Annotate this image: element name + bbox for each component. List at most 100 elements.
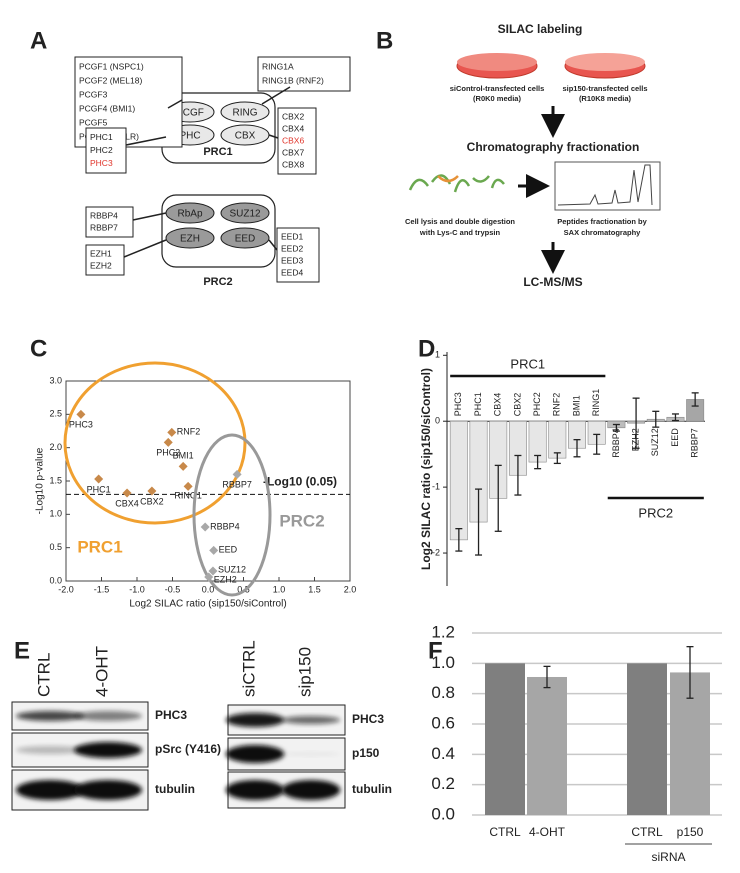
- point-label: RING1: [174, 491, 202, 501]
- paralog: CBX2: [282, 111, 304, 121]
- category-label: p150: [677, 825, 704, 839]
- paralog: EED1: [281, 231, 303, 241]
- point: [204, 572, 214, 582]
- peptides: [437, 175, 459, 183]
- y-tick-label: -1: [432, 482, 440, 492]
- x-tick-label: 0.0: [202, 584, 215, 594]
- y-tick-label: 1.2: [431, 622, 455, 641]
- paralog: RBBP7: [90, 222, 118, 232]
- paralog: PCGF1 (NSPC1): [79, 61, 144, 71]
- point-label: CBX2: [140, 496, 164, 506]
- band: [74, 742, 142, 758]
- point: [147, 486, 157, 496]
- connector: [167, 99, 183, 109]
- row-label: PHC3: [155, 708, 187, 722]
- threshold-label: -Log10 (0.05): [263, 475, 337, 489]
- subunit-label: RbAp: [177, 209, 202, 220]
- cell-label: (R10K8 media): [579, 94, 632, 103]
- y-tick-label: -2: [432, 547, 440, 557]
- dish: [457, 53, 537, 71]
- step-note: Peptides fractionation by: [557, 217, 647, 226]
- group-ring: [63, 361, 247, 525]
- cell-label: sip150-transfected cells: [562, 84, 647, 93]
- paralog: PCGF2 (MEL18): [79, 75, 142, 85]
- y-tick-label: 1.5: [49, 475, 62, 485]
- band: [225, 745, 285, 763]
- band: [225, 780, 285, 800]
- band: [16, 746, 84, 754]
- cell-label: (R0K0 media): [473, 94, 521, 103]
- connector: [268, 134, 279, 139]
- subunit-label: CBX: [235, 131, 256, 142]
- x-tick-label: -1.5: [94, 584, 110, 594]
- category-label: RNF2: [552, 393, 562, 417]
- point-label: PHC1: [87, 484, 111, 494]
- paralog: EED2: [281, 243, 303, 253]
- point: [200, 522, 210, 532]
- y-tick-label: 0.6: [431, 713, 455, 732]
- subunit: [220, 101, 270, 123]
- category-label: EED: [670, 428, 680, 447]
- paralog: PCGF4 (BMI1): [79, 103, 135, 113]
- subunit-label: PCGF: [176, 108, 204, 119]
- point-label: PHC3: [69, 420, 93, 430]
- category-label: RING1: [591, 389, 601, 417]
- y-tick-label: 3.0: [49, 375, 62, 385]
- paralog: EZH1: [90, 248, 112, 258]
- paralog: RING1A: [262, 61, 294, 71]
- cell-label: siControl-transfected cells: [450, 84, 545, 93]
- point: [94, 474, 104, 484]
- y-tick-label: 0: [435, 416, 440, 426]
- y-axis-title: -Log10 p-value: [35, 447, 46, 514]
- x-tick-label: 0.5: [237, 584, 250, 594]
- paralog: EZH2: [90, 260, 112, 270]
- complex-label: PRC1: [203, 146, 232, 158]
- point: [76, 409, 86, 419]
- band: [281, 752, 341, 756]
- point-label: SUZ12: [218, 564, 246, 574]
- paralog-box: [257, 56, 351, 92]
- y-tick-label: 2.5: [49, 409, 62, 419]
- y-tick-label: 0.5: [49, 542, 62, 552]
- subunit-label: RING: [233, 108, 258, 119]
- band: [225, 713, 285, 727]
- step-note: SAX chromatography: [564, 228, 642, 237]
- paralog: CBX8: [282, 159, 304, 169]
- peptides: [408, 174, 505, 193]
- band: [281, 780, 341, 800]
- paralog: CBX4: [282, 123, 304, 133]
- point: [178, 461, 188, 471]
- row-label: PHC3: [352, 712, 384, 726]
- point: [167, 427, 177, 437]
- group-label: PRC1: [510, 356, 545, 371]
- paralog-box: [85, 127, 127, 174]
- row-label: tubulin: [155, 782, 195, 796]
- paralog: PHC2: [90, 145, 113, 155]
- lane-label: sip150: [295, 647, 314, 697]
- x-tick-label: 2.0: [344, 584, 357, 594]
- paralog: CBX7: [282, 147, 304, 157]
- y-axis-title: Log2 SILAC ratio (sip150/siControl): [419, 368, 433, 570]
- subunit-label: SUZ12: [229, 209, 261, 220]
- category-label: BMI1: [571, 395, 581, 416]
- row-label: pSrc (Y416): [155, 742, 221, 756]
- x-axis-title: Log2 SILAC ratio (sip150/siControl): [129, 599, 286, 610]
- y-tick-label: 0.2: [431, 774, 455, 793]
- bar: [527, 676, 567, 815]
- subunit-label: PHC: [179, 131, 200, 142]
- y-tick-label: 1.0: [431, 653, 455, 672]
- bar: [627, 663, 667, 815]
- category-label: CTRL: [489, 825, 521, 839]
- x-tick-label: 1.0: [273, 584, 286, 594]
- category-label: SUZ12: [650, 428, 660, 456]
- point: [163, 437, 173, 447]
- point-label: EZH2: [214, 574, 237, 584]
- y-tick-label: 1.0: [49, 509, 62, 519]
- complex-label: PRC2: [203, 276, 232, 288]
- band: [16, 780, 84, 800]
- connector: [132, 212, 167, 221]
- group-label: PRC1: [77, 537, 122, 556]
- bar: [485, 663, 525, 815]
- category-label: CTRL: [631, 825, 663, 839]
